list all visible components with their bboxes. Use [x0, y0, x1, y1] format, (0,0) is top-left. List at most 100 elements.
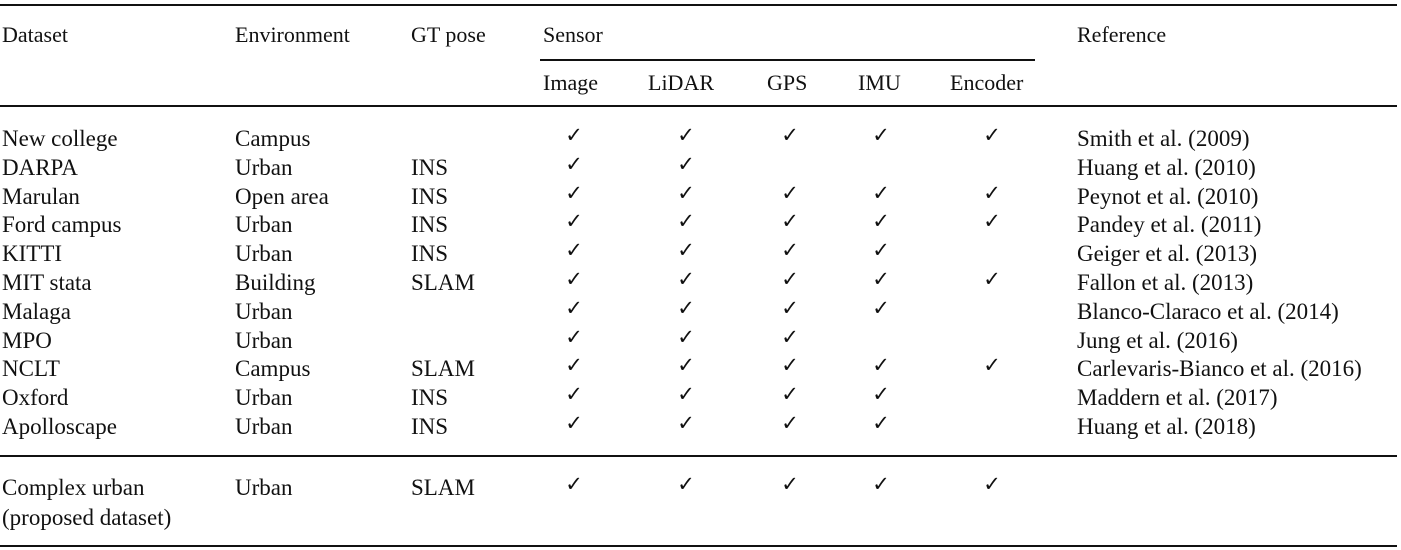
- cell-gt-pose: SLAM: [411, 270, 475, 295]
- cell-environment: Campus: [235, 356, 311, 381]
- table-row: New college Campus Smith et al. (2009) ✓ ✓ ✓ ✓…: [0, 125, 1401, 154]
- check-icon: ✓: [565, 353, 583, 377]
- cell-environment: Campus: [235, 126, 311, 151]
- check-icon: ✓: [677, 267, 695, 291]
- check-icon: ✓: [983, 472, 1001, 496]
- cell-dataset: NCLT: [2, 356, 60, 381]
- cell-dataset: Apolloscape: [2, 414, 117, 439]
- check-icon: ✓: [677, 382, 695, 406]
- check-icon: ✓: [565, 296, 583, 320]
- check-icon: ✓: [983, 181, 1001, 205]
- cell-reference: Smith et al. (2009): [1077, 126, 1250, 151]
- cell-dataset: MIT stata: [2, 270, 92, 295]
- cell-environment: Building: [235, 270, 316, 295]
- check-icon: ✓: [565, 238, 583, 262]
- cell-reference: Pandey et al. (2011): [1077, 212, 1262, 237]
- header-dataset: Dataset: [2, 22, 68, 47]
- check-icon: ✓: [872, 267, 890, 291]
- cell-gt-pose: SLAM: [411, 356, 475, 381]
- check-icon: ✓: [781, 296, 799, 320]
- header-gt-pose: GT pose: [411, 22, 486, 47]
- table-row: NCLT Campus SLAM Carlevaris-Bianco et al. (…: [0, 355, 1401, 384]
- cell-environment: Urban: [235, 212, 293, 237]
- header-rule: [0, 105, 1397, 107]
- check-icon: ✓: [872, 296, 890, 320]
- cell-environment: Urban: [235, 299, 293, 324]
- table-row: Marulan Open area INS Peynot et al. (2010) ✓…: [0, 183, 1401, 212]
- separator-rule: [0, 455, 1397, 457]
- check-icon: ✓: [781, 123, 799, 147]
- check-icon: ✓: [983, 209, 1001, 233]
- cell-gt-pose: INS: [411, 385, 449, 410]
- check-icon: ✓: [872, 382, 890, 406]
- check-icon: ✓: [781, 382, 799, 406]
- cell-dataset: Oxford: [2, 385, 69, 410]
- top-rule: [0, 4, 1397, 6]
- cell-gt-pose: INS: [411, 184, 449, 209]
- cell-gt-pose: INS: [411, 414, 449, 439]
- cell-gt-pose: INS: [411, 212, 449, 237]
- header-sensor-lidar: LiDAR: [648, 70, 714, 95]
- proposed-dataset-line1: Complex urban: [2, 475, 145, 500]
- check-icon: ✓: [872, 353, 890, 377]
- table-row: MPO Urban Jung et al. (2016) ✓ ✓ ✓: [0, 327, 1401, 356]
- check-icon: ✓: [565, 325, 583, 349]
- cell-reference: Huang et al. (2018): [1077, 414, 1256, 439]
- check-icon: ✓: [565, 382, 583, 406]
- check-icon: ✓: [983, 267, 1001, 291]
- header-environment: Environment: [235, 22, 350, 47]
- table-row: KITTI Urban INS Geiger et al. (2013) ✓ ✓ ✓ ✓: [0, 240, 1401, 269]
- cell-environment: Urban: [235, 385, 293, 410]
- check-icon: ✓: [781, 181, 799, 205]
- header-sensor-imu: IMU: [858, 70, 901, 95]
- header-sensor: Sensor: [543, 22, 603, 47]
- cell-environment: Urban: [235, 241, 293, 266]
- check-icon: ✓: [983, 123, 1001, 147]
- cell-dataset: DARPA: [2, 155, 78, 180]
- cell-reference: Blanco-Claraco et al. (2014): [1077, 299, 1339, 324]
- check-icon: ✓: [872, 238, 890, 262]
- cell-reference: Maddern et al. (2017): [1077, 385, 1278, 410]
- check-icon: ✓: [983, 353, 1001, 377]
- table-row: DARPA Urban INS Huang et al. (2010) ✓ ✓: [0, 154, 1401, 183]
- check-icon: ✓: [677, 325, 695, 349]
- proposed-environment: Urban: [235, 475, 293, 500]
- check-icon: ✓: [565, 209, 583, 233]
- check-icon: ✓: [872, 123, 890, 147]
- cell-reference: Jung et al. (2016): [1077, 328, 1238, 353]
- cell-dataset: MPO: [2, 328, 52, 353]
- check-icon: ✓: [677, 123, 695, 147]
- table-row: MIT stata Building SLAM Fallon et al. (2013…: [0, 269, 1401, 298]
- check-icon: ✓: [677, 152, 695, 176]
- table-row: Ford campus Urban INS Pandey et al. (2011) ✓…: [0, 211, 1401, 240]
- check-icon: ✓: [565, 123, 583, 147]
- check-icon: ✓: [565, 152, 583, 176]
- table-row: Oxford Urban INS Maddern et al. (2017) ✓ ✓ ✓ ✓: [0, 384, 1401, 413]
- check-icon: ✓: [677, 209, 695, 233]
- check-icon: ✓: [677, 411, 695, 435]
- bottom-rule: [0, 545, 1397, 547]
- check-icon: ✓: [565, 181, 583, 205]
- check-icon: ✓: [872, 209, 890, 233]
- cell-reference: Peynot et al. (2010): [1077, 184, 1259, 209]
- header-sensor-encoder: Encoder: [950, 70, 1024, 95]
- table-row: Apolloscape Urban INS Huang et al. (2018) ✓ ✓…: [0, 413, 1401, 442]
- check-icon: ✓: [677, 472, 695, 496]
- cell-dataset: Malaga: [2, 299, 71, 324]
- check-icon: ✓: [872, 181, 890, 205]
- cell-environment: Open area: [235, 184, 329, 209]
- check-icon: ✓: [872, 472, 890, 496]
- cell-reference: Carlevaris-Bianco et al. (2016): [1077, 356, 1362, 381]
- proposed-gt-pose: SLAM: [411, 475, 475, 500]
- table-row: Malaga Urban Blanco-Claraco et al. (2014) ✓…: [0, 298, 1401, 327]
- check-icon: ✓: [781, 411, 799, 435]
- cell-environment: Urban: [235, 155, 293, 180]
- sensor-group-rule: [540, 59, 1035, 61]
- cell-gt-pose: INS: [411, 155, 449, 180]
- check-icon: ✓: [781, 209, 799, 233]
- cell-environment: Urban: [235, 414, 293, 439]
- cell-dataset: Marulan: [2, 184, 80, 209]
- check-icon: ✓: [781, 238, 799, 262]
- header-sensor-image: Image: [543, 70, 598, 95]
- cell-dataset: New college: [2, 126, 118, 151]
